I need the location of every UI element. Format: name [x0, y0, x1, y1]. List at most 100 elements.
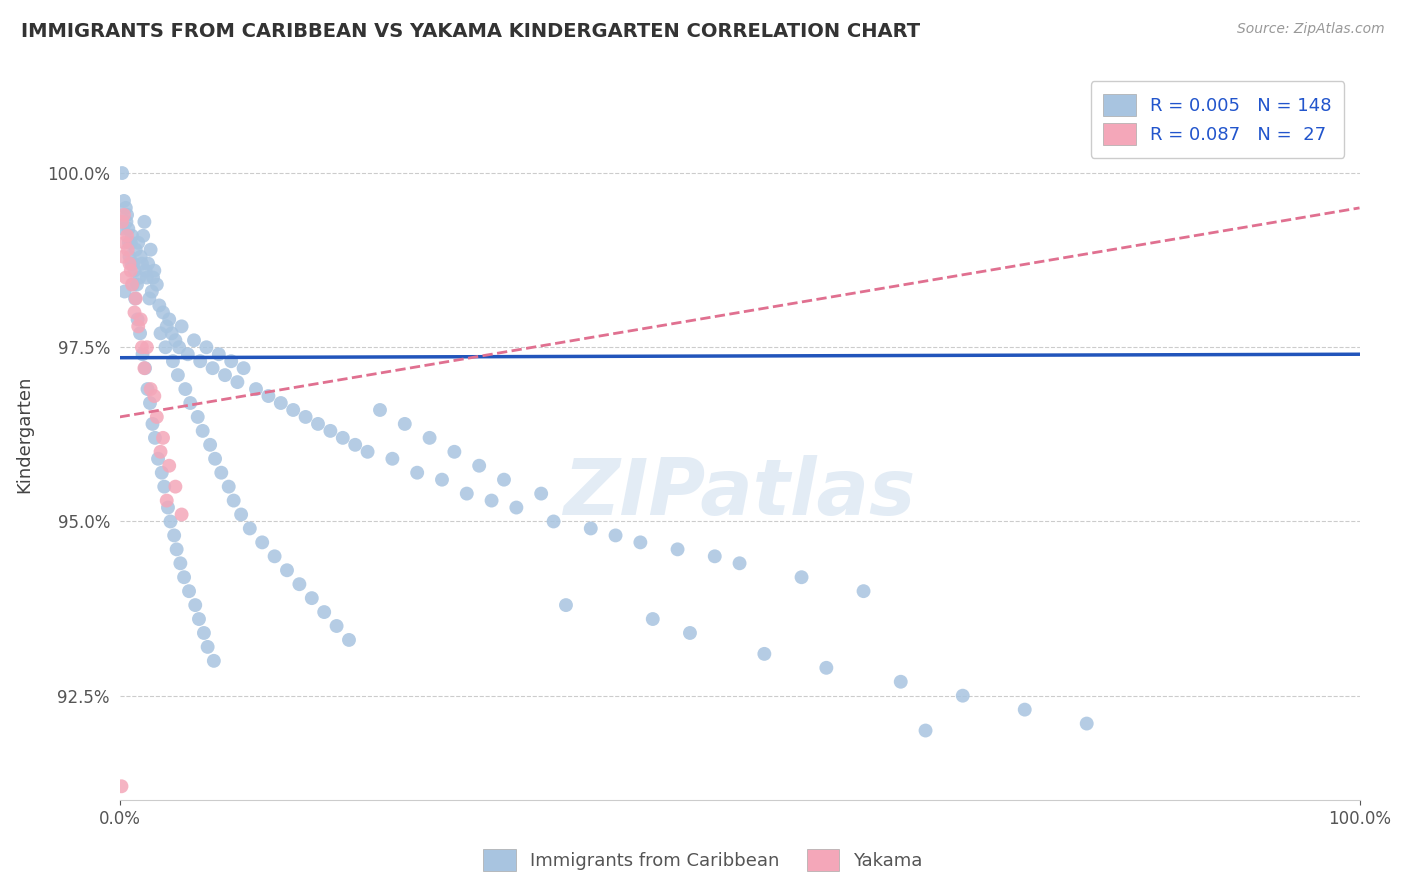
Point [294, 409, 316, 424]
Point [163, 528, 186, 542]
Point [114, 235, 136, 250]
Point [162, 354, 184, 368]
Point [129, 326, 152, 341]
Point [150, 466, 173, 480]
Point [188, 354, 211, 368]
Point [314, 605, 336, 619]
Point [1014, 703, 1036, 717]
Point [134, 361, 156, 376]
Point [406, 466, 429, 480]
Point [120, 263, 142, 277]
Point [129, 250, 152, 264]
Point [679, 626, 702, 640]
Point [136, 257, 159, 271]
Point [136, 382, 159, 396]
Point [141, 417, 163, 431]
Point [754, 647, 776, 661]
Point [111, 215, 134, 229]
Point [165, 333, 187, 347]
Point [209, 466, 232, 480]
Point [134, 361, 156, 376]
Point [239, 521, 262, 535]
Y-axis label: Kindergarten: Kindergarten [15, 376, 32, 493]
Point [121, 277, 143, 292]
Point [138, 292, 160, 306]
Point [121, 277, 143, 292]
Point [481, 493, 503, 508]
Point [419, 431, 441, 445]
Point [120, 235, 142, 250]
Point [198, 438, 221, 452]
Point [124, 305, 146, 319]
Point [852, 584, 875, 599]
Point [263, 549, 285, 564]
Point [195, 340, 218, 354]
Point [170, 319, 193, 334]
Point [283, 403, 305, 417]
Point [115, 228, 138, 243]
Point [129, 312, 152, 326]
Point [276, 563, 298, 577]
Point [208, 347, 231, 361]
Point [110, 779, 132, 793]
Point [232, 361, 254, 376]
Point [124, 263, 146, 277]
Point [250, 535, 273, 549]
Point [628, 535, 651, 549]
Point [368, 403, 391, 417]
Point [115, 208, 138, 222]
Point [134, 215, 156, 229]
Point [174, 382, 197, 396]
Point [468, 458, 491, 473]
Point [132, 228, 155, 243]
Point [146, 409, 169, 424]
Point [114, 270, 136, 285]
Point [184, 598, 207, 612]
Point [139, 243, 162, 257]
Point [270, 396, 292, 410]
Point [443, 444, 465, 458]
Point [121, 228, 143, 243]
Point [790, 570, 813, 584]
Point [143, 389, 166, 403]
Point [325, 619, 347, 633]
Point [914, 723, 936, 738]
Point [169, 556, 191, 570]
Point [222, 493, 245, 508]
Point [201, 361, 224, 376]
Point [160, 326, 183, 341]
Point [146, 277, 169, 292]
Point [124, 292, 146, 306]
Point [257, 389, 280, 403]
Point [952, 689, 974, 703]
Point [114, 285, 136, 299]
Point [605, 528, 627, 542]
Point [226, 375, 249, 389]
Point [157, 312, 180, 326]
Point [505, 500, 527, 515]
Point [332, 431, 354, 445]
Point [141, 285, 163, 299]
Point [167, 340, 190, 354]
Point [125, 243, 148, 257]
Text: IMMIGRANTS FROM CARIBBEAN VS YAKAMA KINDERGARTEN CORRELATION CHART: IMMIGRANTS FROM CARIBBEAN VS YAKAMA KIND… [21, 22, 920, 41]
Point [218, 480, 240, 494]
Point [127, 319, 149, 334]
Point [139, 396, 162, 410]
Point [214, 368, 236, 383]
Point [188, 612, 211, 626]
Point [492, 473, 515, 487]
Point [125, 292, 148, 306]
Point [131, 257, 153, 271]
Point [288, 577, 311, 591]
Point [815, 661, 838, 675]
Point [319, 424, 342, 438]
Point [143, 263, 166, 277]
Point [530, 486, 553, 500]
Point [122, 257, 145, 271]
Point [219, 354, 242, 368]
Point [152, 305, 174, 319]
Point [131, 347, 153, 361]
Point [187, 409, 209, 424]
Point [139, 382, 162, 396]
